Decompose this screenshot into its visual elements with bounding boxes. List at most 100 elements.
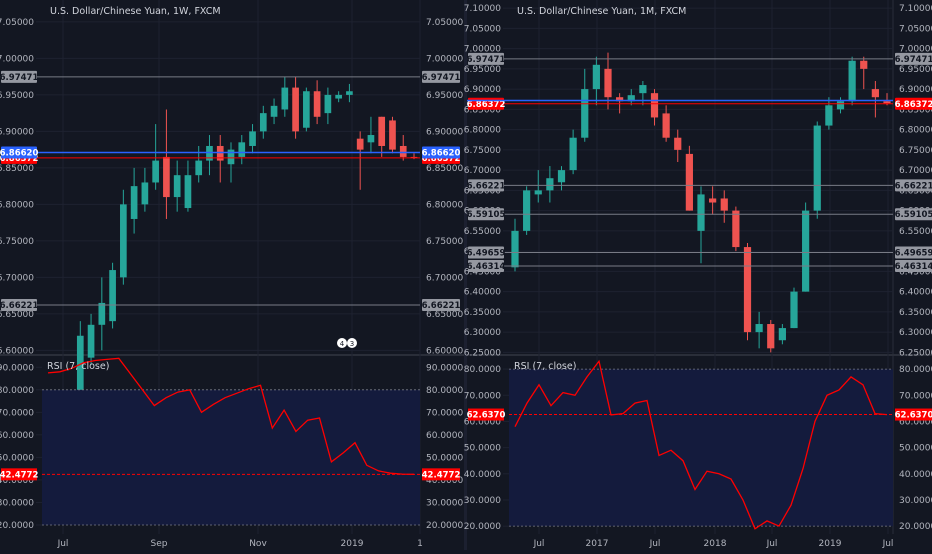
candle-body[interactable]	[141, 182, 149, 205]
candle-body[interactable]	[616, 97, 624, 102]
candle-body[interactable]	[259, 113, 267, 132]
level-tag-left	[468, 179, 504, 192]
rsi-tick-label-right: 20.0000	[899, 522, 932, 532]
candle-body[interactable]	[732, 210, 740, 248]
candle-body[interactable]	[389, 120, 396, 150]
candle-body[interactable]	[627, 95, 635, 102]
price-tick-label-right: 6.60000	[426, 346, 463, 356]
candle-body[interactable]	[871, 89, 879, 98]
candle-body[interactable]	[546, 178, 554, 191]
candle-body[interactable]	[98, 302, 106, 325]
price-tick-label-right: 6.55000	[899, 227, 932, 237]
candle-body[interactable]	[356, 138, 364, 150]
candle-body[interactable]	[76, 335, 84, 424]
candle-body[interactable]	[860, 60, 868, 69]
candle-body[interactable]	[109, 270, 116, 322]
price-tick-label-left: 6.65000	[0, 310, 34, 320]
candles-group	[44, 76, 418, 511]
candle-body[interactable]	[581, 89, 589, 138]
candle-body[interactable]	[755, 324, 763, 333]
rsi-line[interactable]	[514, 359, 888, 530]
candle-body[interactable]	[399, 145, 407, 157]
candle-body[interactable]	[790, 291, 798, 329]
level-tag-text: 6.97471	[895, 55, 932, 65]
rsi-tick-label-left: 70.0000	[464, 391, 501, 401]
candle-body[interactable]	[569, 137, 577, 171]
time-tick-label: Sep	[151, 539, 168, 549]
candle-body[interactable]	[674, 137, 682, 150]
candle-body[interactable]	[557, 170, 566, 183]
candle-body[interactable]	[697, 194, 705, 231]
candle-body[interactable]	[249, 131, 256, 146]
candle-body[interactable]	[324, 94, 332, 114]
candle-body[interactable]	[604, 68, 612, 98]
chart-title: U.S. Dollar/Chinese Yuan, 1W, FXCM	[50, 6, 221, 17]
candle-body[interactable]	[662, 113, 670, 138]
candle-body[interactable]	[378, 116, 386, 146]
candle-body[interactable]	[709, 198, 717, 203]
candle-body[interactable]	[152, 160, 159, 183]
candle-body[interactable]	[534, 190, 542, 195]
candle-body[interactable]	[778, 328, 786, 341]
candle-body[interactable]	[313, 91, 321, 117]
candle-body[interactable]	[848, 60, 856, 102]
level-tag-text: 6.59105	[895, 210, 932, 220]
candle-body[interactable]	[238, 142, 246, 157]
candle-body[interactable]	[227, 149, 235, 165]
price-pane	[0, 0, 464, 354]
candle-body[interactable]	[281, 87, 289, 110]
candle-body[interactable]	[130, 186, 138, 219]
candle-body[interactable]	[335, 94, 342, 99]
candle-body[interactable]	[767, 324, 775, 349]
candle-body[interactable]	[743, 247, 752, 333]
price-tick-label-left: 6.60000	[0, 346, 34, 356]
level-tag-text: 6.97471	[0, 73, 38, 83]
candle-body[interactable]	[87, 324, 95, 358]
candle-body[interactable]	[592, 64, 600, 90]
price-tick-label-right: 6.30000	[899, 328, 932, 338]
candle-body[interactable]	[825, 105, 833, 126]
candle-body[interactable]	[836, 101, 845, 110]
events-icon[interactable]	[337, 338, 347, 348]
rsi-current-tag-left	[468, 408, 504, 421]
candle-body[interactable]	[802, 210, 810, 292]
price-tick-label-left: 6.70000	[0, 273, 34, 283]
price-tick-label-right: 6.70000	[426, 273, 463, 283]
candle-body[interactable]	[303, 91, 310, 128]
candle-body[interactable]	[367, 135, 375, 143]
level-tag-left	[468, 246, 504, 259]
candle-body[interactable]	[685, 153, 693, 211]
rsi-tick-label-left: 60.0000	[0, 431, 34, 441]
candle-body[interactable]	[292, 87, 299, 132]
level-tag-left	[468, 208, 504, 221]
candle-body[interactable]	[270, 105, 278, 117]
price-tick-label-left: 6.35000	[464, 308, 501, 318]
candle-body[interactable]	[813, 125, 821, 211]
price-tick-label-left: 7.00000	[0, 54, 34, 64]
rsi-title: RSI (7, close)	[514, 361, 576, 372]
candle-body[interactable]	[523, 190, 531, 231]
rsi-tick-label-right: 40.0000	[899, 470, 932, 480]
events-icon[interactable]	[347, 338, 357, 348]
chart-panel-weekly: 6.60000 6.60000 6.65000 6.65000 6.70000 6.700…	[0, 0, 464, 549]
rsi-line[interactable]	[47, 357, 415, 475]
level-tag-right	[422, 146, 460, 159]
price-pane	[467, 0, 932, 354]
price-tick-label-right: 6.80000	[899, 126, 932, 136]
candle-body[interactable]	[639, 85, 647, 94]
candle-body[interactable]	[120, 204, 127, 278]
candle-body[interactable]	[650, 93, 659, 118]
time-tick-label: 2018	[704, 539, 727, 549]
level-tag-text: 6.49659	[467, 249, 506, 259]
candle-body[interactable]	[511, 230, 519, 268]
candle-body[interactable]	[720, 198, 728, 211]
candle-body[interactable]	[883, 101, 891, 104]
rsi-tick-label-left: 40.0000	[0, 476, 34, 486]
candle-body[interactable]	[195, 160, 203, 176]
candle-body[interactable]	[163, 156, 170, 198]
candle-body[interactable]	[184, 175, 192, 209]
candle-body[interactable]	[346, 91, 353, 95]
rsi-tick-label-right: 90.0000	[426, 363, 463, 373]
candle-body[interactable]	[173, 175, 181, 198]
